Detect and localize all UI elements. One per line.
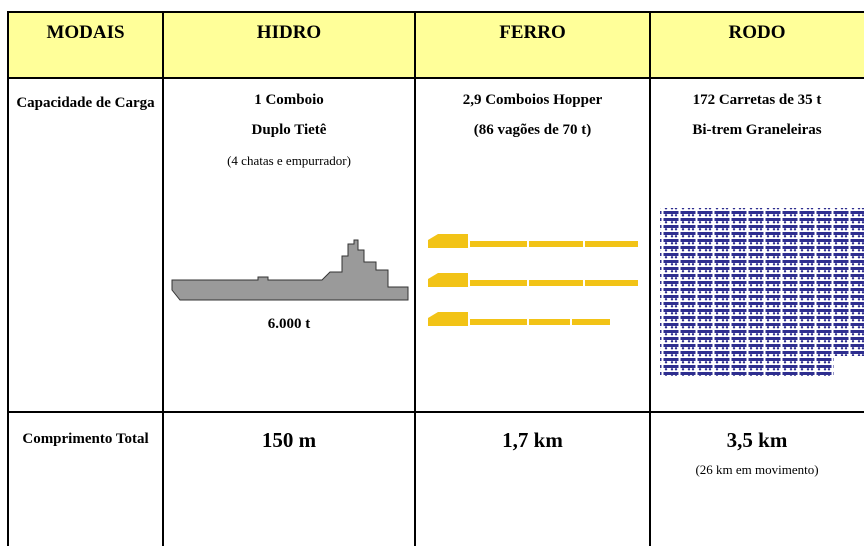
border bbox=[8, 11, 864, 13]
trucks bbox=[660, 208, 864, 376]
cell-text: Bi-trem Graneleiras bbox=[692, 122, 822, 138]
cell-text: 150 m bbox=[261, 428, 317, 452]
cell-text: 1 Comboio bbox=[254, 92, 324, 108]
ship bbox=[171, 239, 409, 301]
cell-text: (4 chatas e empurrador) bbox=[227, 153, 351, 168]
cell-text: 6.000 t bbox=[267, 316, 311, 332]
trains bbox=[428, 234, 638, 326]
header-cell: MODAIS bbox=[46, 22, 125, 43]
cell-text: 172 Carretas de 35 t bbox=[692, 92, 822, 108]
cell-text: Duplo Tietê bbox=[251, 122, 327, 138]
border bbox=[8, 77, 864, 79]
row-label: Capacidade de Carga bbox=[16, 95, 155, 111]
border bbox=[7, 11, 9, 546]
cell-text: 2,9 Comboios Hopper bbox=[462, 92, 603, 108]
cell-text: 3,5 km bbox=[726, 428, 788, 452]
header-cell: RODO bbox=[728, 22, 786, 43]
header-cell: HIDRO bbox=[256, 22, 322, 43]
border bbox=[162, 11, 164, 546]
cell-text: (86 vagões de 70 t) bbox=[473, 122, 592, 138]
header-cell: FERRO bbox=[499, 22, 566, 43]
border bbox=[8, 411, 864, 413]
header-row bbox=[8, 12, 864, 78]
trucks-gap bbox=[834, 356, 864, 376]
cell-text: (26 km em movimento) bbox=[695, 462, 819, 477]
cell-text: 1,7 km bbox=[502, 428, 563, 452]
border bbox=[414, 11, 416, 546]
border bbox=[649, 11, 651, 546]
row-label: Comprimento Total bbox=[22, 431, 149, 447]
